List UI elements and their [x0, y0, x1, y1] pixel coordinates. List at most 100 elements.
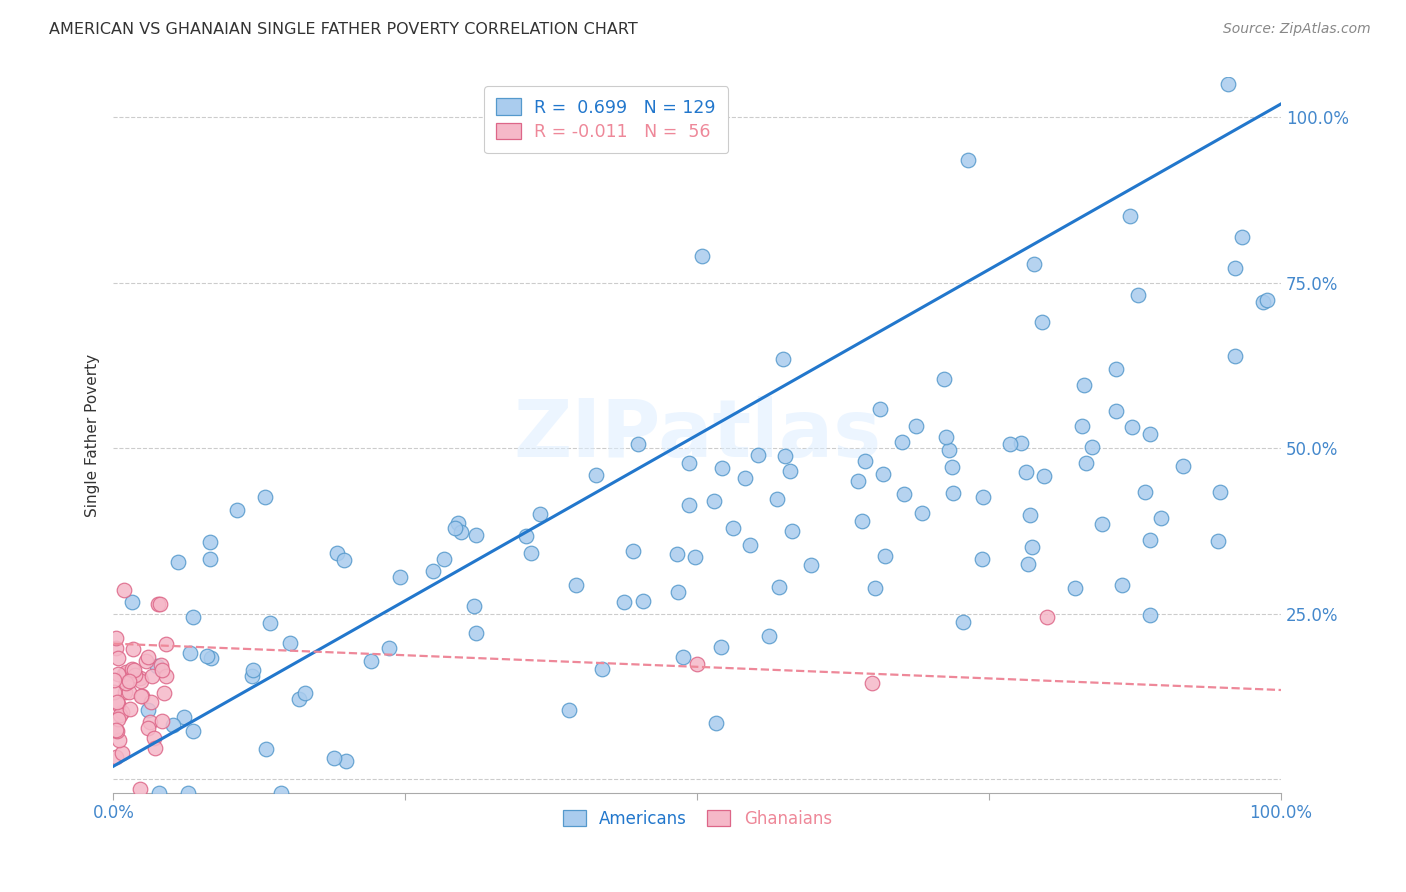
- Point: [905, 419, 928, 434]
- Text: ZIPatlas: ZIPatlas: [513, 396, 882, 474]
- Point: [149, 658, 172, 673]
- Point: [360, 654, 382, 668]
- Point: [515, 528, 537, 542]
- Point: [259, 616, 281, 631]
- Point: [103, 673, 125, 688]
- Point: [631, 594, 654, 608]
- Point: [294, 686, 316, 700]
- Point: [270, 786, 292, 800]
- Point: [891, 435, 914, 450]
- Point: [666, 584, 689, 599]
- Point: [173, 710, 195, 724]
- Point: [150, 714, 173, 728]
- Point: [107, 697, 129, 711]
- Point: [765, 491, 787, 506]
- Point: [148, 597, 170, 611]
- Point: [558, 703, 581, 717]
- Point: [758, 629, 780, 643]
- Point: [122, 642, 145, 657]
- Point: [1121, 419, 1143, 434]
- Point: [1000, 437, 1022, 451]
- Point: [112, 583, 135, 598]
- Point: [322, 751, 344, 765]
- Point: [1091, 516, 1114, 531]
- Point: [942, 486, 965, 500]
- Point: [935, 430, 957, 444]
- Point: [198, 552, 221, 566]
- Point: [872, 467, 894, 481]
- Point: [565, 577, 588, 591]
- Point: [179, 646, 201, 660]
- Point: [1139, 608, 1161, 623]
- Text: Source: ZipAtlas.com: Source: ZipAtlas.com: [1223, 22, 1371, 37]
- Point: [463, 599, 485, 614]
- Point: [591, 662, 613, 676]
- Point: [115, 676, 138, 690]
- Point: [678, 456, 700, 470]
- Point: [1074, 456, 1097, 470]
- Point: [734, 471, 756, 485]
- Point: [443, 520, 465, 534]
- Point: [111, 747, 134, 761]
- Point: [710, 640, 733, 654]
- Legend: Americans, Ghanaians: Americans, Ghanaians: [555, 803, 838, 834]
- Point: [105, 749, 128, 764]
- Point: [721, 521, 744, 535]
- Point: [529, 507, 551, 521]
- Point: [1171, 458, 1194, 473]
- Point: [613, 595, 636, 609]
- Point: [122, 815, 145, 830]
- Point: [893, 486, 915, 500]
- Point: [121, 662, 143, 676]
- Point: [136, 703, 159, 717]
- Y-axis label: Single Father Poverty: Single Father Poverty: [86, 353, 100, 516]
- Point: [1024, 256, 1046, 270]
- Point: [683, 550, 706, 565]
- Point: [105, 723, 128, 738]
- Point: [972, 490, 994, 504]
- Point: [938, 442, 960, 457]
- Point: [1150, 510, 1173, 524]
- Point: [1126, 288, 1149, 302]
- Point: [129, 782, 152, 797]
- Point: [111, 705, 134, 719]
- Point: [129, 689, 152, 703]
- Point: [104, 641, 127, 656]
- Point: [1021, 540, 1043, 554]
- Point: [1230, 230, 1253, 244]
- Point: [148, 786, 170, 800]
- Point: [288, 691, 311, 706]
- Point: [136, 650, 159, 665]
- Point: [775, 449, 797, 463]
- Point: [1105, 404, 1128, 418]
- Point: [139, 714, 162, 729]
- Point: [335, 754, 357, 768]
- Point: [114, 685, 136, 699]
- Point: [143, 740, 166, 755]
- Point: [153, 686, 176, 700]
- Point: [1036, 610, 1059, 624]
- Point: [131, 689, 153, 703]
- Point: [1135, 485, 1157, 500]
- Point: [195, 648, 218, 663]
- Point: [112, 667, 135, 681]
- Point: [585, 467, 607, 482]
- Point: [167, 556, 190, 570]
- Point: [141, 695, 163, 709]
- Point: [105, 695, 128, 709]
- Point: [138, 721, 160, 735]
- Point: [853, 453, 876, 467]
- Point: [120, 701, 142, 715]
- Text: AMERICAN VS GHANAIAN SINGLE FATHER POVERTY CORRELATION CHART: AMERICAN VS GHANAIAN SINGLE FATHER POVER…: [49, 22, 638, 37]
- Point: [1206, 533, 1229, 548]
- Point: [177, 786, 200, 800]
- Point: [107, 651, 129, 665]
- Point: [869, 401, 891, 416]
- Point: [254, 741, 277, 756]
- Point: [107, 667, 129, 681]
- Point: [1015, 465, 1038, 479]
- Point: [278, 635, 301, 649]
- Point: [1010, 436, 1032, 450]
- Point: [103, 685, 125, 699]
- Point: [388, 570, 411, 584]
